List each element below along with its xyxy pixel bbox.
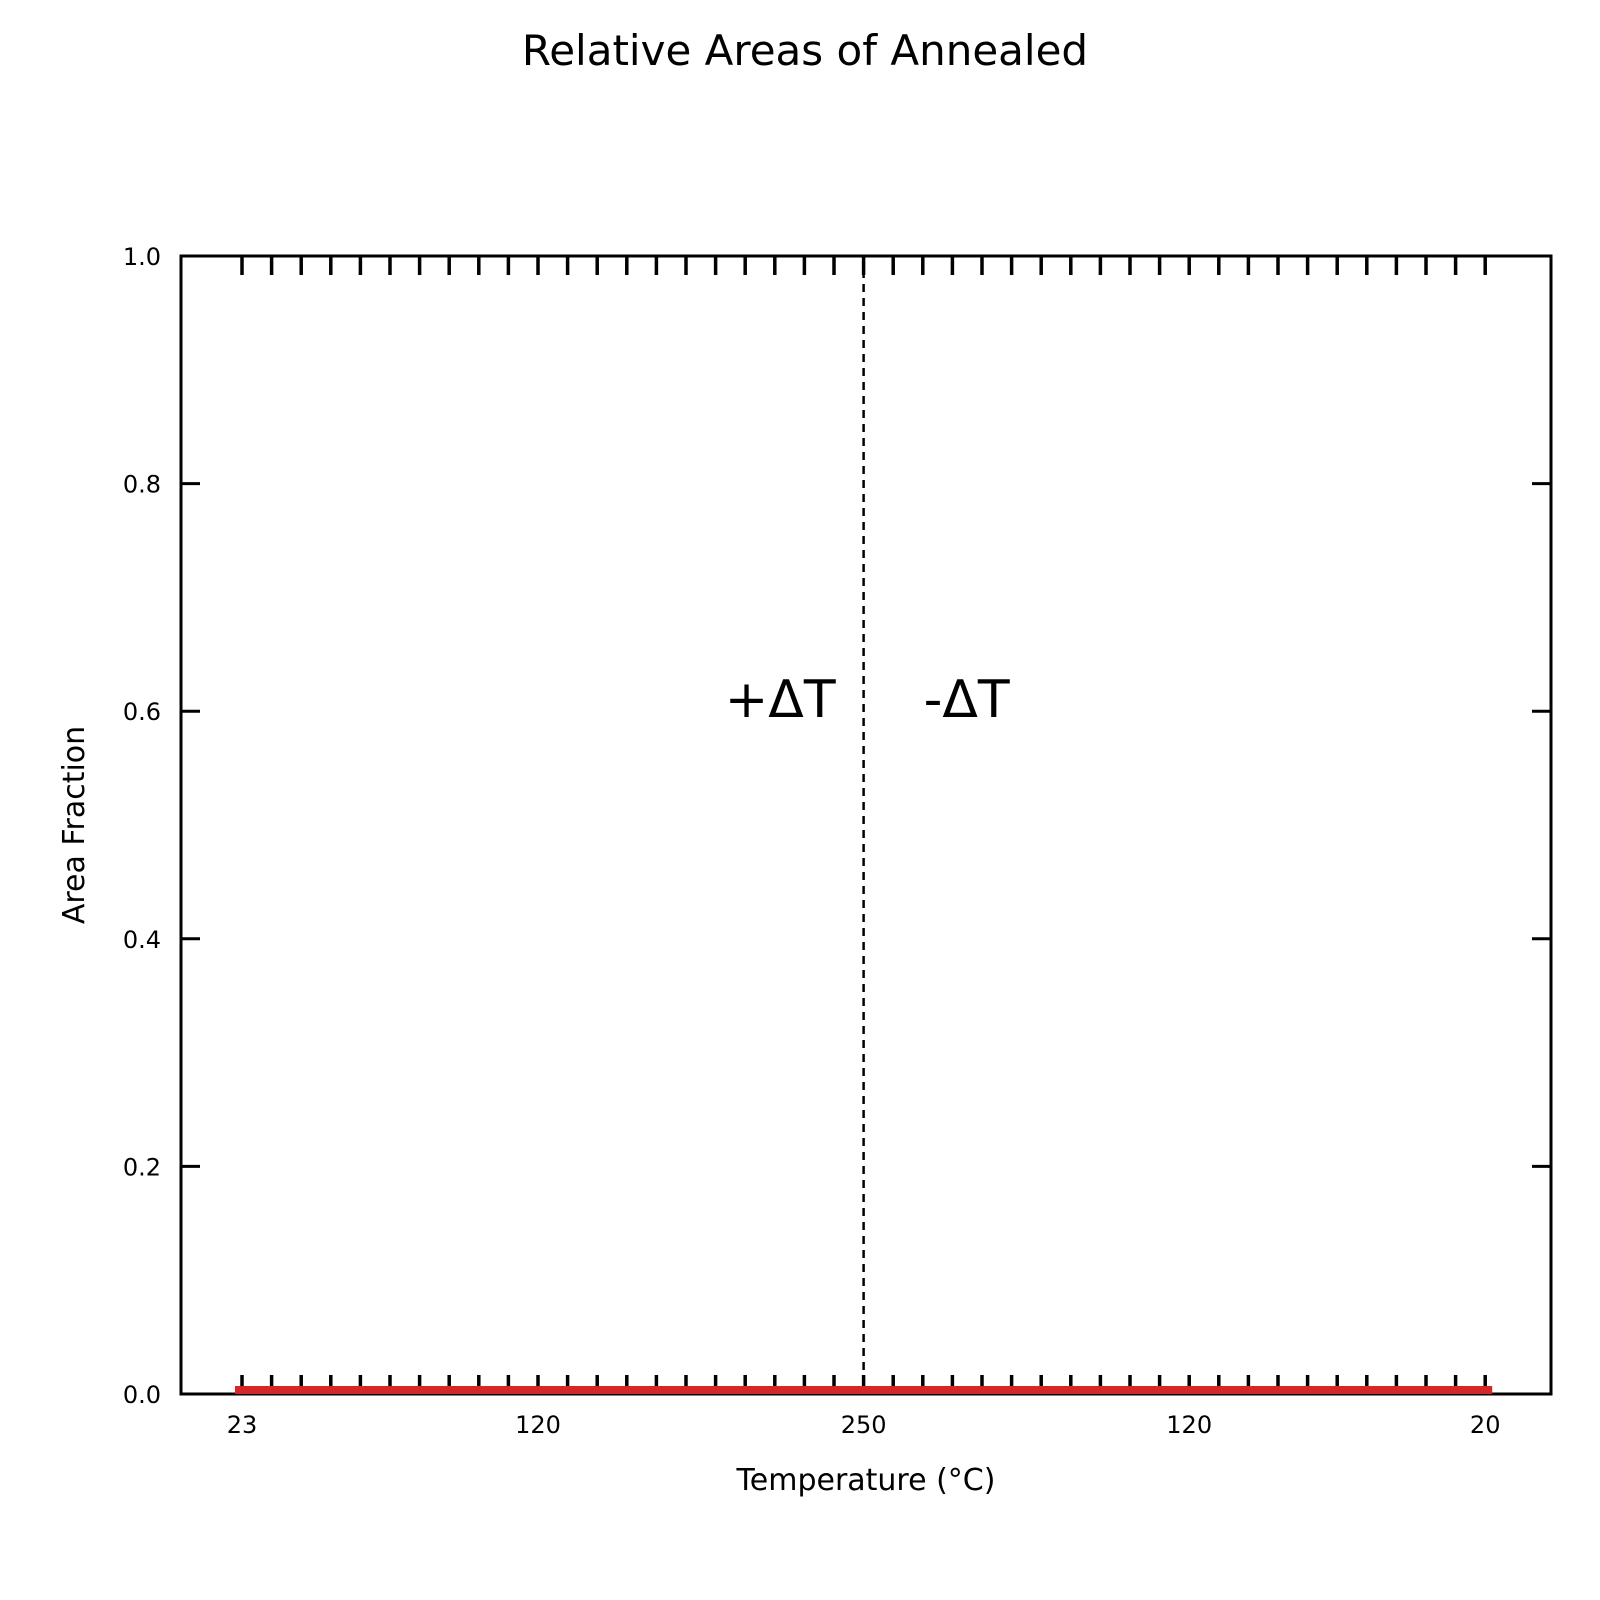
x-tick-label: 120 [1166, 1411, 1212, 1439]
y-tick-label: 0.4 [123, 926, 161, 954]
x-tick-label: 120 [515, 1411, 561, 1439]
chart-title: Relative Areas of Annealed [522, 26, 1088, 75]
y-tick-label: 1.0 [123, 243, 161, 271]
x-axis-label: Temperature (°C) [736, 1463, 996, 1498]
x-axis-tick-labels: 23 120 250 120 20 [227, 1411, 1501, 1439]
y-axis-label: Area Fraction [57, 726, 92, 924]
y-tick-label: 0.8 [123, 471, 161, 499]
x-tick-label: 23 [227, 1411, 258, 1439]
plot-frame [179, 254, 1553, 1396]
y-axis-ticks [181, 254, 1551, 1396]
annotation-minus-delta-t: -ΔT [924, 670, 1010, 730]
y-tick-label: 0.0 [123, 1381, 161, 1409]
x-tick-label: 250 [841, 1411, 887, 1439]
y-tick-label: 0.6 [123, 698, 161, 726]
y-axis-tick-labels: 0.0 0.2 0.4 0.6 0.8 1.0 [123, 243, 161, 1409]
x-tick-label: 20 [1470, 1411, 1501, 1439]
annotation-plus-delta-t: +ΔT [725, 670, 836, 730]
y-tick-label: 0.2 [123, 1153, 161, 1181]
